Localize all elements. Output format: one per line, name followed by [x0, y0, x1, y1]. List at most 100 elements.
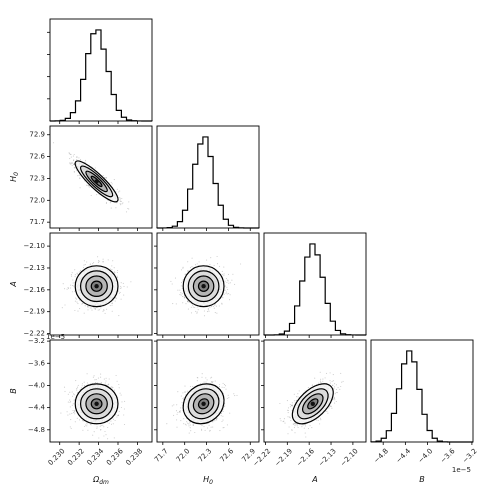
sample-point — [119, 200, 121, 203]
sample-point — [119, 287, 121, 290]
sample-point — [105, 177, 107, 179]
sample-point — [182, 279, 184, 281]
sample-point — [123, 408, 125, 410]
sample-point — [119, 197, 121, 199]
sample-point — [120, 200, 122, 202]
sample-point — [115, 414, 117, 416]
sample-point — [189, 266, 192, 269]
sample-point — [107, 426, 109, 429]
sample-point — [85, 161, 87, 163]
sample-point — [105, 177, 107, 179]
sample-point — [221, 302, 223, 304]
sample-point — [182, 267, 184, 269]
sample-point — [97, 309, 99, 311]
sample-point — [102, 261, 104, 263]
sample-point — [177, 411, 179, 414]
sample-point — [196, 263, 198, 265]
sample-point — [320, 419, 322, 421]
sample-point — [322, 378, 324, 380]
sample-point — [104, 176, 106, 179]
sample-point — [98, 260, 100, 262]
sample-point — [191, 257, 193, 259]
sample-point — [104, 382, 106, 384]
sample-point — [333, 397, 336, 399]
sample-point — [223, 384, 226, 386]
sample-point — [227, 273, 230, 275]
sample-point — [122, 282, 124, 284]
sample-point — [79, 269, 82, 271]
sample-point — [119, 190, 121, 192]
sample-point — [82, 420, 84, 422]
sample-point — [205, 381, 207, 383]
sample-point — [212, 426, 214, 428]
sample-point — [100, 373, 102, 375]
sample-point — [226, 293, 228, 295]
panel-frame — [49, 18, 153, 122]
sample-point — [301, 424, 303, 426]
sample-point — [216, 417, 218, 419]
sample-point — [287, 409, 289, 412]
sample-point — [79, 177, 81, 179]
sample-point — [90, 424, 92, 426]
sample-point — [180, 285, 182, 287]
sample-point — [109, 305, 111, 307]
sample-point — [113, 179, 115, 181]
sample-point — [226, 286, 228, 288]
sample-point — [110, 201, 112, 203]
sample-point — [117, 269, 119, 272]
sample-point — [123, 294, 125, 296]
sample-point — [107, 384, 109, 386]
sample-point — [218, 386, 221, 388]
panel-frame — [49, 232, 153, 336]
sample-point — [69, 391, 71, 393]
sample-point — [105, 201, 108, 203]
sample-point — [97, 377, 99, 379]
sample-point — [116, 188, 118, 190]
sample-point — [188, 432, 190, 434]
sample-point — [94, 308, 96, 310]
sample-point — [183, 396, 185, 399]
sample-point — [71, 404, 73, 406]
sample-point — [75, 297, 77, 299]
sample-point — [66, 288, 68, 290]
sample-point — [61, 307, 63, 309]
histogram-a — [263, 243, 367, 336]
sample-point — [222, 410, 224, 413]
sample-point — [87, 429, 89, 431]
sample-point — [301, 426, 303, 428]
hist-panel-a — [263, 232, 367, 336]
sample-point — [332, 380, 334, 382]
sample-point — [182, 302, 184, 304]
sample-point — [206, 379, 208, 381]
scatter-panel-b-vs-a — [263, 339, 367, 443]
sample-point — [107, 199, 109, 201]
sample-point — [88, 185, 90, 187]
sample-point — [100, 429, 102, 431]
sample-point — [98, 261, 100, 263]
sample-point — [74, 300, 76, 302]
sample-point — [291, 429, 293, 431]
sample-point — [108, 422, 110, 424]
histogram-om — [49, 29, 153, 122]
panel-frame — [156, 232, 260, 336]
sample-point — [198, 261, 200, 263]
sample-point — [291, 404, 294, 406]
sample-point — [105, 380, 107, 382]
sample-point — [182, 397, 184, 400]
contour-line — [192, 275, 215, 297]
sample-point — [124, 400, 126, 402]
sample-point — [192, 424, 194, 426]
sample-point — [120, 282, 122, 284]
sample-point — [71, 412, 73, 414]
sample-point — [192, 423, 194, 425]
sample-point — [111, 304, 113, 306]
sample-point — [184, 273, 186, 275]
sample-point — [116, 380, 118, 382]
sample-point — [279, 418, 281, 420]
sample-point — [331, 380, 333, 383]
sample-point — [109, 202, 111, 204]
sample-point — [67, 287, 69, 289]
sample-point — [93, 262, 95, 264]
sample-point — [114, 300, 116, 302]
sample-point — [199, 383, 202, 385]
